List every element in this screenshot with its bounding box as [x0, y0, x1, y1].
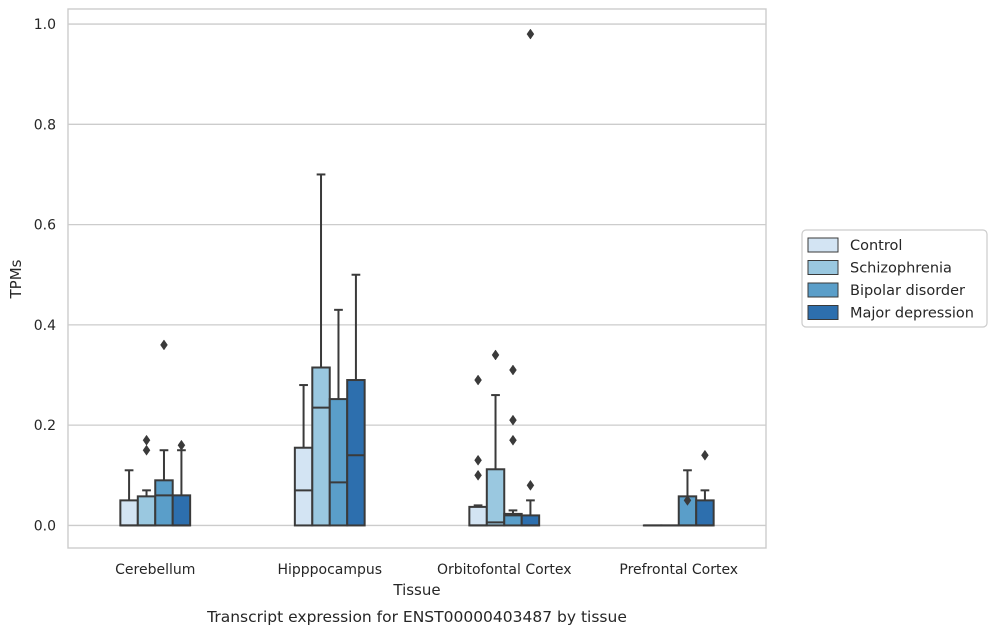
box-3-1 [346, 273, 366, 527]
outlier-point [526, 479, 535, 491]
outlier-point [509, 434, 517, 446]
box-3-0 [171, 439, 192, 527]
outlier-point [683, 494, 692, 506]
outlier-point [509, 364, 517, 376]
x-axis-label: Tissue [392, 581, 440, 599]
legend-swatch [807, 237, 839, 253]
legend-frame [801, 229, 988, 328]
outlier-point [474, 374, 482, 386]
box-body [311, 366, 331, 527]
outlier-point [142, 434, 151, 446]
y-tick-label: 0.4 [34, 318, 56, 334]
legend-swatch [807, 282, 839, 298]
x-tick-label: Cerebellum [115, 562, 195, 578]
legend-label: Control [850, 238, 902, 254]
legend-label: Schizophrenia [850, 261, 952, 277]
box-body [171, 494, 192, 527]
legend-swatch [807, 260, 839, 275]
legend-label: Major depression [850, 306, 974, 322]
box-2-3 [677, 469, 698, 527]
x-tick-label: Prefrontal Cortex [619, 562, 738, 578]
y-tick-label: 0.8 [34, 117, 56, 133]
legend-swatch [807, 305, 839, 320]
outlier-point [491, 349, 500, 361]
outlier-point [474, 469, 482, 481]
chart-caption: Transcript expression for ENST0000040348… [206, 608, 627, 626]
x-tick-label: Hipppocampus [277, 562, 382, 578]
outlier-point [526, 28, 535, 40]
box-body [136, 495, 157, 527]
legend-label: Bipolar disorder [850, 283, 965, 299]
box-2-0 [154, 339, 174, 527]
outlier-point [509, 414, 517, 426]
box-1-1 [311, 173, 331, 527]
outlier-point [142, 444, 151, 456]
grid-lines [68, 23, 766, 527]
plot-area [119, 28, 715, 527]
box-body [695, 499, 715, 527]
box-1-2 [485, 349, 506, 527]
box-body [485, 468, 506, 527]
box-body [293, 446, 314, 527]
y-axis-label: TPMs [7, 259, 25, 299]
box-0-1 [293, 384, 314, 527]
box-0-0 [119, 469, 139, 527]
y-tick-label: 0.6 [34, 218, 56, 234]
box-2-2 [503, 364, 523, 527]
outlier-point [160, 339, 168, 351]
y-axis-ticks: 0.0 0.2 0.4 0.6 0.8 1.0 [34, 17, 56, 534]
legend: Control Schizophrenia Bipolar disorder Majo… [801, 229, 988, 328]
box-body [328, 398, 349, 527]
box-body [468, 505, 488, 527]
box-1-0 [136, 434, 157, 527]
y-tick-label: 0.2 [34, 418, 56, 434]
x-tick-label: Orbitofontal Cortex [437, 562, 572, 578]
outlier-point [701, 449, 709, 461]
outlier-point [474, 454, 482, 466]
plot-frame [67, 8, 767, 549]
box-body [154, 479, 174, 527]
box-3-2 [520, 28, 541, 527]
y-tick-label: 0.0 [34, 518, 56, 534]
box-body [520, 514, 541, 527]
box-0-2 [468, 374, 488, 527]
x-axis-ticks: Cerebellum Hipppocampus Orbitofontal Corte… [115, 562, 738, 578]
box-body [346, 379, 366, 527]
box-2-1 [328, 308, 349, 527]
outlier-point [177, 439, 186, 451]
box-body [119, 499, 139, 527]
box-3-3 [695, 449, 715, 527]
y-tick-label: 1.0 [34, 17, 56, 33]
